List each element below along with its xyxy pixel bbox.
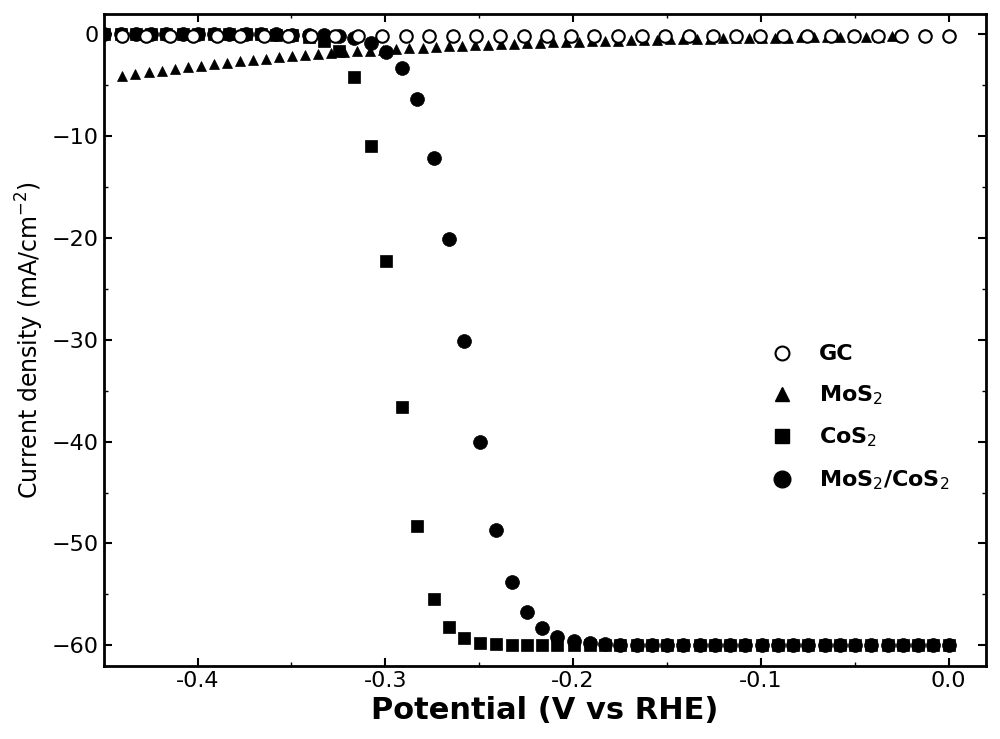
Y-axis label: Current density (mA/cm$^{-2}$): Current density (mA/cm$^{-2}$) <box>14 181 46 499</box>
Legend: GC, MoS$_2$, CoS$_2$, MoS$_2$/CoS$_2$: GC, MoS$_2$, CoS$_2$, MoS$_2$/CoS$_2$ <box>753 336 958 500</box>
X-axis label: Potential (V vs RHE): Potential (V vs RHE) <box>371 696 719 725</box>
